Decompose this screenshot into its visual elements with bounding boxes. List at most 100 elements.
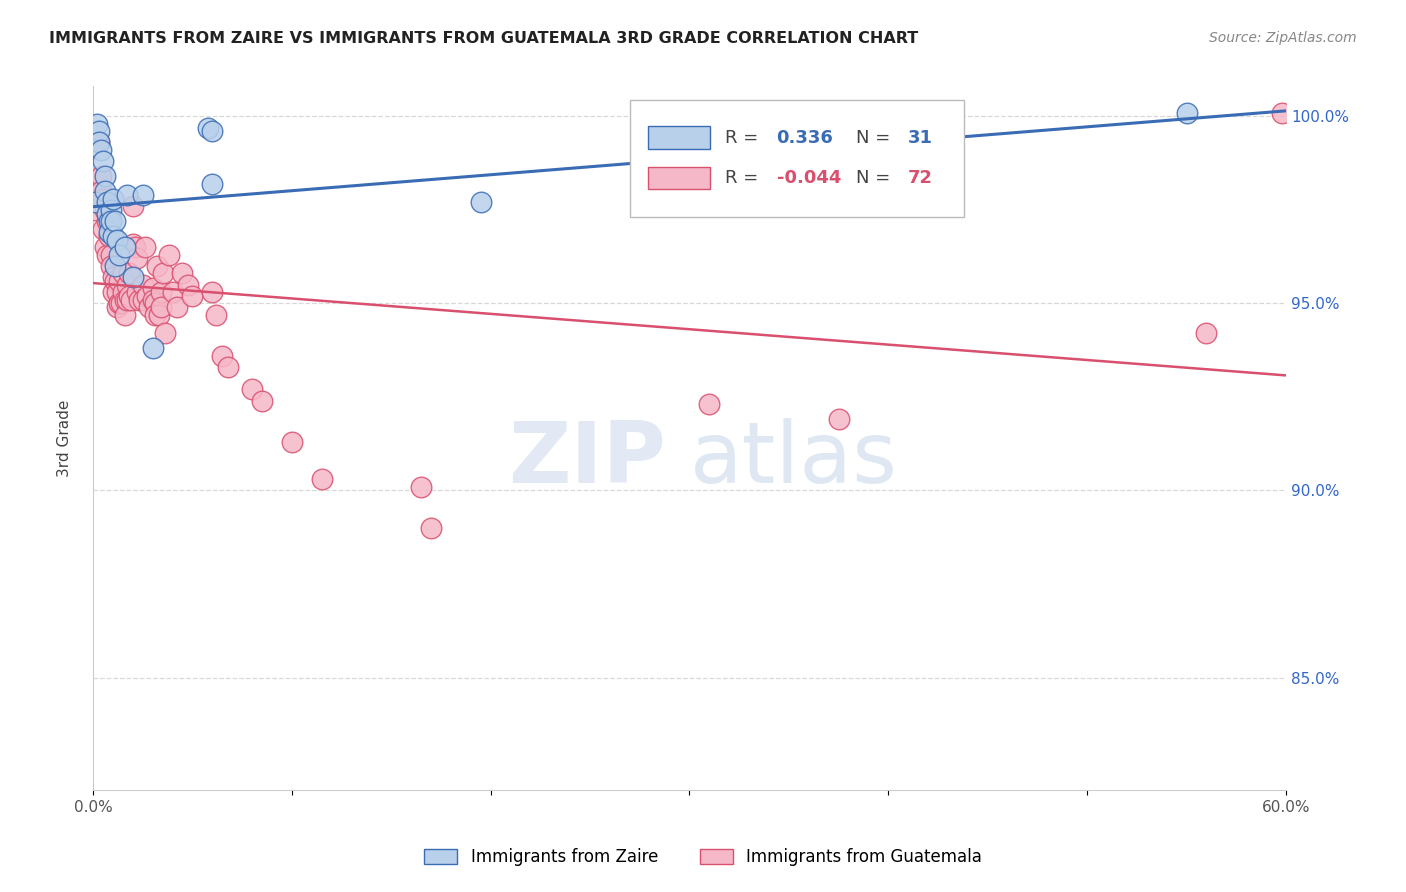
Point [145,259,167,273]
Point [201,124,224,138]
Point [1175,105,1198,120]
Point [142,293,165,307]
Point [718,146,741,161]
Point [96,248,118,262]
Point [114,293,136,307]
Point [91,192,114,206]
Point [132,277,155,292]
Point [104,259,127,273]
Point [197,120,219,135]
Point [108,274,131,288]
Point [201,285,224,300]
Point [132,293,155,307]
Point [97,229,120,244]
Point [148,308,170,322]
Point [108,296,131,310]
Point [115,187,138,202]
Point [101,270,124,285]
Point [181,289,204,303]
Point [84,195,107,210]
Point [172,267,194,281]
Text: R =: R = [725,128,765,146]
Point [84,202,107,217]
Point [96,206,118,220]
Point [1271,105,1294,120]
Point [91,154,114,169]
Point [97,225,120,239]
Point [311,472,333,486]
Point [201,177,224,191]
Point [87,136,110,150]
Point [110,296,132,310]
Point [118,289,141,303]
Point [211,349,233,363]
Point [240,383,263,397]
Point [101,229,124,244]
Point [121,199,143,213]
Point [90,169,112,183]
Point [1195,326,1218,341]
Text: ZIP: ZIP [508,417,665,500]
Point [250,393,273,408]
Point [153,326,176,341]
Point [97,214,120,228]
Point [152,267,174,281]
FancyBboxPatch shape [648,167,710,189]
Text: Source: ZipAtlas.com: Source: ZipAtlas.com [1209,31,1357,45]
Point [143,308,166,322]
Point [115,293,138,307]
Point [120,293,142,307]
Point [157,248,180,262]
Text: 31: 31 [908,128,932,146]
Point [149,285,172,300]
Point [142,281,165,295]
Point [87,136,110,150]
Point [105,233,128,247]
Point [91,221,114,235]
Point [121,236,143,251]
Text: N =: N = [856,128,897,146]
Point [149,300,172,314]
Point [166,300,188,314]
Point [132,187,155,202]
Text: N =: N = [856,169,897,186]
Point [409,480,432,494]
FancyBboxPatch shape [630,101,965,217]
Point [96,214,118,228]
Point [142,341,165,355]
Text: IMMIGRANTS FROM ZAIRE VS IMMIGRANTS FROM GUATEMALA 3RD GRADE CORRELATION CHART: IMMIGRANTS FROM ZAIRE VS IMMIGRANTS FROM… [49,31,918,46]
Point [162,285,184,300]
Point [105,300,128,314]
Text: 72: 72 [908,169,932,186]
Point [105,285,128,300]
Point [100,248,122,262]
Point [134,240,156,254]
Point [143,296,166,310]
Point [108,248,131,262]
Point [86,117,108,131]
Text: R =: R = [725,169,765,186]
Point [281,434,304,449]
Point [90,143,112,157]
Point [177,277,200,292]
Point [827,412,849,426]
Point [217,359,239,374]
Point [205,308,228,322]
Legend: Immigrants from Zaire, Immigrants from Guatemala: Immigrants from Zaire, Immigrants from G… [418,842,988,873]
Point [94,240,117,254]
Point [100,259,122,273]
Point [125,285,148,300]
Point [135,289,157,303]
Point [104,274,127,288]
Point [118,267,141,281]
Point [128,293,150,307]
Point [90,184,112,198]
Point [101,285,124,300]
Point [104,214,127,228]
Point [87,124,110,138]
Text: 0.336: 0.336 [776,128,834,146]
Point [96,195,118,210]
Point [114,308,136,322]
Point [470,195,492,210]
Point [121,270,143,285]
